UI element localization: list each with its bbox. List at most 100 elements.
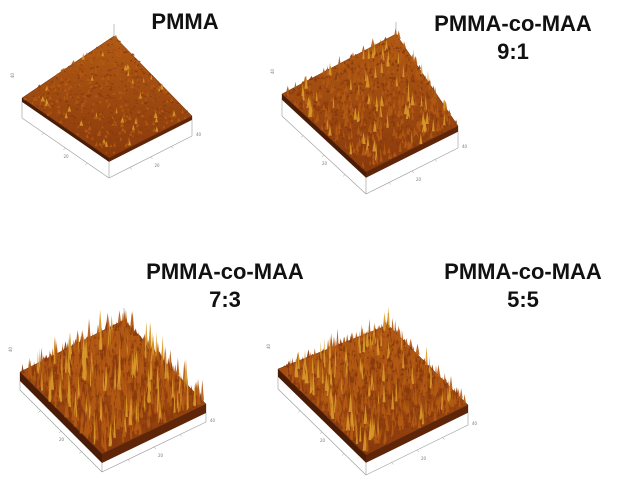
surface-peak: [104, 97, 109, 99]
surface-peak: [95, 48, 100, 49]
surface-peak: [158, 400, 162, 423]
surface-peak: [144, 83, 148, 86]
surface-peak: [44, 104, 46, 109]
surface-peak: [444, 101, 447, 112]
surface-peak: [401, 93, 405, 104]
surface-peak: [384, 78, 389, 80]
surface-peak: [374, 143, 378, 161]
surface-peak: [375, 339, 378, 357]
surface-peak: [161, 416, 164, 424]
surface-peak: [368, 159, 372, 166]
surface-peak: [321, 111, 324, 113]
axis-tick-label: 20: [59, 437, 65, 442]
surface-peak: [93, 56, 96, 59]
surface-peak: [324, 129, 328, 132]
surface-peak: [55, 381, 58, 398]
surface-peak: [116, 429, 120, 435]
surface-peak: [448, 117, 451, 126]
surface-peak: [341, 79, 344, 84]
surface-peak: [184, 115, 186, 120]
axis-tick: [321, 154, 325, 158]
surface-peak: [153, 412, 156, 421]
surface-peak: [79, 80, 84, 82]
surface-peak: [389, 117, 395, 119]
surface-peak: [333, 120, 337, 125]
surface-peak: [402, 60, 405, 68]
surface-peak: [350, 72, 356, 74]
surface-peak: [347, 130, 350, 140]
surface-peak: [117, 63, 119, 66]
surface-peak: [424, 103, 427, 112]
surface-peak: [335, 102, 340, 110]
surface-peak: [176, 389, 180, 414]
surface-peak: [301, 80, 305, 84]
surface-peak: [397, 50, 400, 65]
surface-peak: [374, 369, 377, 381]
axis-tick: [129, 167, 132, 170]
axis-tick: [85, 162, 88, 166]
surface-peak: [158, 83, 161, 86]
surface-peak: [165, 408, 169, 418]
surface-peak: [110, 120, 114, 123]
surface-peak: [53, 87, 57, 91]
surface-peak: [135, 399, 138, 424]
surface-peak: [417, 134, 421, 137]
axis-tick: [388, 182, 392, 185]
surface-peak: [378, 106, 381, 118]
surface-peak: [135, 124, 139, 128]
surface-peak: [417, 64, 421, 69]
surface-peak: [395, 329, 400, 342]
surface-peak: [425, 110, 429, 124]
surface-peak: [393, 320, 397, 337]
surface-peak: [157, 130, 162, 133]
surface-peak: [390, 43, 393, 49]
surface-peak: [139, 126, 143, 129]
surface-peak: [135, 60, 140, 64]
surface-peak: [385, 321, 388, 335]
surface-peak: [311, 117, 315, 123]
surface-peak: [130, 53, 135, 56]
surface-peak: [374, 138, 377, 141]
surface-peak: [153, 366, 158, 372]
surface-peak: [28, 360, 33, 379]
surface-peak: [365, 160, 368, 166]
surface-peak: [95, 363, 98, 372]
surface-peak: [93, 86, 99, 89]
surface-peak: [95, 65, 100, 68]
surface-peak: [396, 62, 400, 68]
surface-peak: [357, 71, 360, 74]
surface-peak: [343, 83, 349, 92]
surface-peak: [67, 106, 72, 112]
surface-peak: [95, 375, 98, 391]
surface-peak: [387, 340, 391, 359]
surface-peak: [119, 138, 122, 141]
surface-peak: [356, 125, 361, 135]
surface-peak: [369, 140, 374, 144]
axis-tick: [300, 135, 304, 138]
surface-peak: [107, 355, 110, 368]
surface-peak: [434, 386, 438, 397]
surface-peak: [378, 348, 383, 358]
surface-peak: [352, 145, 356, 153]
axis-tick: [79, 451, 82, 454]
surface-peak: [113, 34, 118, 40]
surface-peak: [350, 146, 355, 149]
surface-peak: [398, 49, 403, 59]
surface-peak: [130, 128, 136, 133]
surface-peak: [360, 118, 364, 127]
surface-peak: [427, 123, 430, 133]
surface-peak: [120, 68, 125, 71]
surface-peak: [386, 114, 389, 128]
surface-peak: [336, 143, 340, 146]
surface-peak: [76, 62, 80, 66]
surface-peak: [292, 89, 297, 92]
surface-peak: [417, 363, 420, 380]
surface-peak: [411, 77, 416, 83]
surface-peak: [142, 414, 145, 420]
surface-peak: [76, 61, 81, 65]
surface-peak: [344, 120, 348, 127]
surface-peak: [408, 345, 414, 350]
surface-peak: [354, 71, 359, 78]
surface-peak: [85, 109, 88, 111]
surface-peak: [367, 163, 372, 169]
